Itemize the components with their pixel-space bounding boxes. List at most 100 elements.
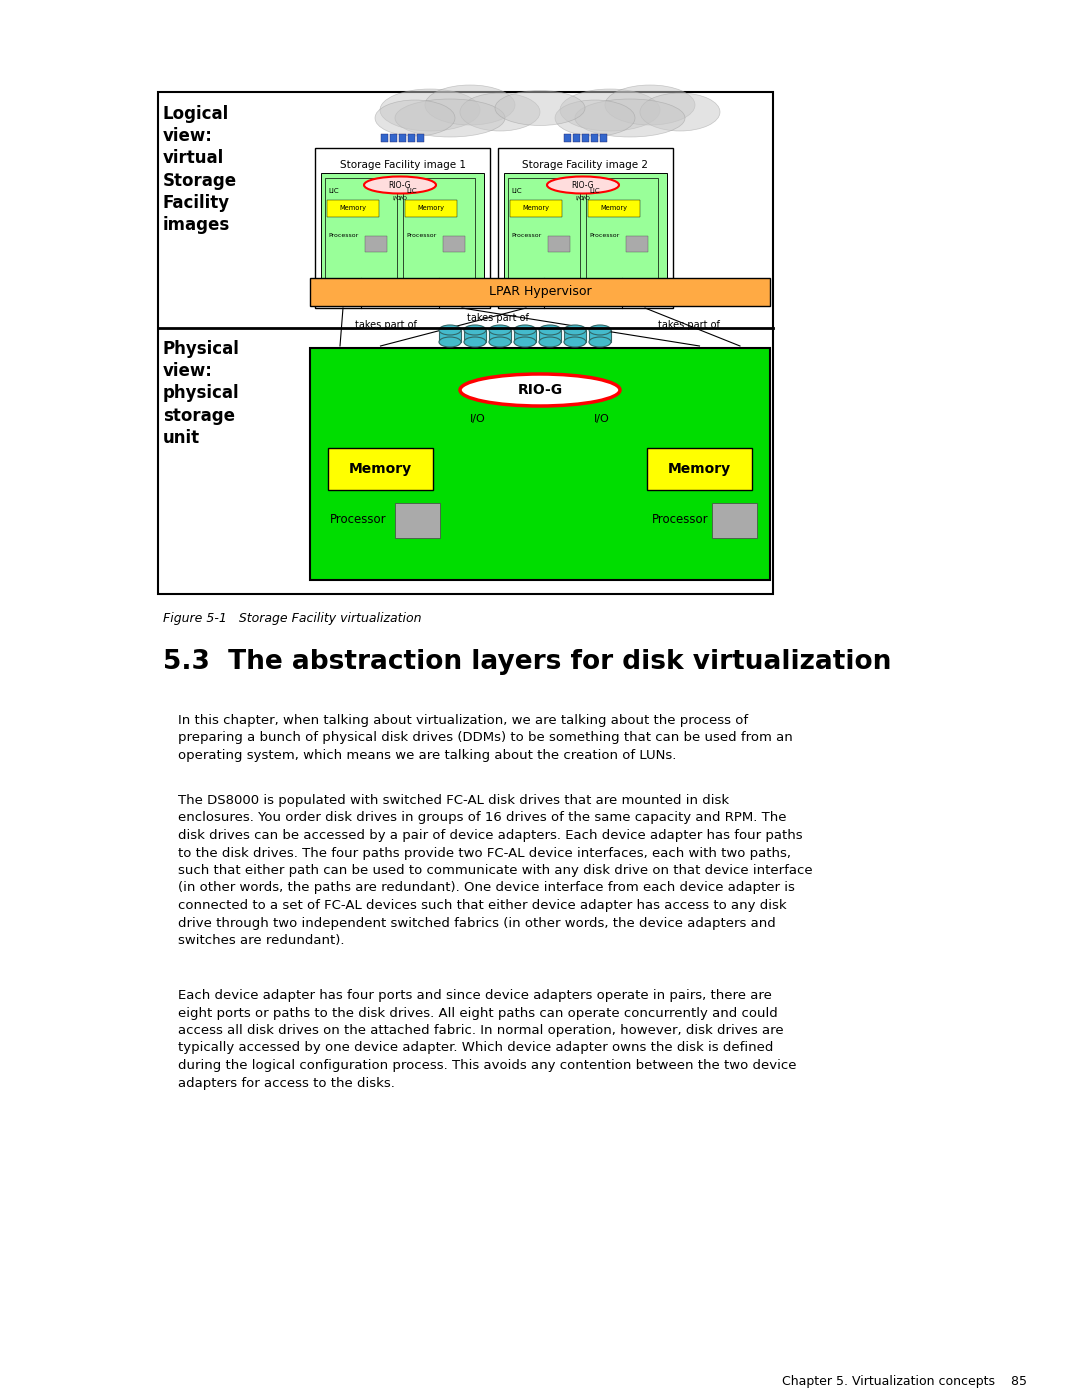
Text: RIO-G: RIO-G	[571, 180, 594, 190]
Bar	[443, 236, 465, 251]
Ellipse shape	[575, 99, 685, 137]
Bar	[564, 330, 586, 342]
Text: 5.3  The abstraction layers for disk virtualization: 5.3 The abstraction layers for disk virt…	[163, 650, 891, 675]
Bar	[626, 236, 648, 251]
Ellipse shape	[546, 176, 619, 194]
Text: Physical
view:
physical
storage
unit: Physical view: physical storage unit	[163, 339, 240, 447]
Ellipse shape	[460, 374, 620, 407]
Bar	[380, 134, 388, 142]
Text: RIO-G: RIO-G	[389, 180, 411, 190]
Bar	[407, 134, 415, 142]
Text: Logical
view:
virtual
Storage
Facility
images: Logical view: virtual Storage Facility i…	[163, 105, 238, 235]
Bar	[504, 173, 667, 302]
Text: LPAR Hypervisor: LPAR Hypervisor	[488, 285, 592, 299]
Text: Memory: Memory	[418, 205, 445, 211]
Bar	[599, 134, 607, 142]
Bar	[315, 148, 490, 307]
Ellipse shape	[564, 326, 586, 335]
Text: I/O: I/O	[470, 414, 486, 425]
Bar	[489, 330, 511, 342]
Bar	[325, 177, 397, 298]
Ellipse shape	[489, 326, 511, 335]
Text: takes part of: takes part of	[355, 320, 417, 330]
Bar	[310, 348, 770, 580]
Ellipse shape	[395, 99, 505, 137]
Ellipse shape	[375, 101, 455, 136]
Bar	[417, 134, 423, 142]
Text: LIC: LIC	[589, 189, 599, 194]
Bar	[498, 148, 673, 307]
Ellipse shape	[539, 326, 561, 335]
Text: Figure 5-1   Storage Facility virtualization: Figure 5-1 Storage Facility virtualizati…	[163, 612, 421, 624]
Bar	[310, 278, 770, 306]
Bar	[548, 236, 570, 251]
Ellipse shape	[640, 94, 720, 131]
Bar	[464, 330, 486, 342]
Text: Each device adapter has four ports and since device adapters operate in pairs, t: Each device adapter has four ports and s…	[178, 989, 797, 1090]
Ellipse shape	[364, 176, 436, 194]
Text: The DS8000 is populated with switched FC-AL disk drives that are mounted in disk: The DS8000 is populated with switched FC…	[178, 793, 812, 947]
Bar	[564, 134, 570, 142]
Ellipse shape	[464, 326, 486, 335]
Bar	[586, 177, 658, 298]
Text: takes part of: takes part of	[467, 313, 529, 323]
Ellipse shape	[561, 89, 660, 131]
Bar	[581, 134, 589, 142]
Bar	[405, 200, 457, 217]
Bar	[539, 330, 561, 342]
Text: Processor: Processor	[330, 513, 387, 527]
Text: In this chapter, when talking about virtualization, we are talking about the pro: In this chapter, when talking about virt…	[178, 714, 793, 761]
Text: Processor: Processor	[328, 233, 359, 237]
Bar	[647, 448, 752, 490]
Ellipse shape	[589, 326, 611, 335]
Bar	[158, 92, 773, 594]
Ellipse shape	[564, 337, 586, 346]
Ellipse shape	[514, 337, 536, 346]
Text: Chapter 5. Virtualization concepts    85: Chapter 5. Virtualization concepts 85	[783, 1375, 1027, 1389]
Bar	[399, 134, 405, 142]
Bar	[510, 200, 562, 217]
Text: LIC: LIC	[328, 189, 339, 194]
Text: Memory: Memory	[600, 205, 627, 211]
Ellipse shape	[464, 337, 486, 346]
Text: takes part of: takes part of	[658, 320, 720, 330]
Ellipse shape	[514, 326, 536, 335]
Ellipse shape	[380, 89, 480, 131]
Bar	[365, 236, 387, 251]
Ellipse shape	[555, 101, 635, 136]
Bar	[591, 134, 597, 142]
Text: Processor: Processor	[589, 233, 619, 237]
Bar	[514, 330, 536, 342]
Text: I/O: I/O	[399, 196, 407, 201]
Ellipse shape	[426, 85, 515, 124]
Text: RIO-G: RIO-G	[517, 383, 563, 397]
Text: Processor: Processor	[652, 513, 708, 527]
Bar	[588, 200, 640, 217]
Text: Processor: Processor	[511, 233, 541, 237]
Bar	[572, 134, 580, 142]
Ellipse shape	[605, 85, 696, 124]
Ellipse shape	[589, 337, 611, 346]
Bar	[438, 330, 461, 342]
Text: Storage Facility image 1: Storage Facility image 1	[339, 161, 465, 170]
Ellipse shape	[495, 91, 585, 126]
Text: I/O: I/O	[594, 414, 610, 425]
Bar	[327, 200, 379, 217]
Bar	[328, 448, 433, 490]
Text: Memory: Memory	[339, 205, 366, 211]
Bar	[712, 503, 757, 538]
Ellipse shape	[489, 337, 511, 346]
Bar	[589, 330, 611, 342]
Bar	[508, 177, 580, 298]
Text: I/O: I/O	[392, 196, 401, 201]
Bar	[403, 177, 475, 298]
Ellipse shape	[460, 94, 540, 131]
Text: LIC: LIC	[406, 189, 417, 194]
Text: Memory: Memory	[349, 462, 413, 476]
Text: Processor: Processor	[406, 233, 436, 237]
Ellipse shape	[438, 337, 461, 346]
Text: LIC: LIC	[511, 189, 522, 194]
Ellipse shape	[438, 326, 461, 335]
Text: I/O: I/O	[581, 196, 590, 201]
Text: I/O: I/O	[575, 196, 584, 201]
